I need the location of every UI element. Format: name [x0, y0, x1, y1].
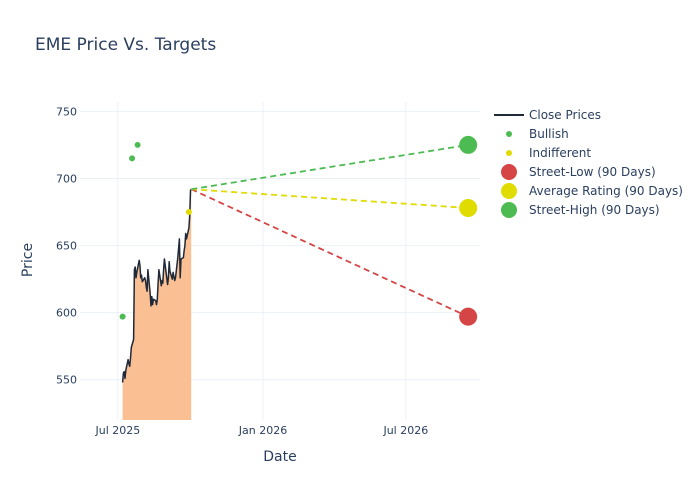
legend-dot-swatch	[501, 164, 517, 180]
legend-label: Street-High (90 Days)	[529, 203, 660, 217]
legend-label: Close Prices	[529, 108, 601, 122]
legend-dot-swatch	[501, 183, 517, 199]
legend-label: Bullish	[529, 127, 569, 141]
x-axis-title: Date	[263, 449, 296, 465]
street-low-days-target-marker	[459, 307, 478, 326]
close-price-line-layer	[121, 188, 192, 383]
y-axis-ticks: 550 600 650 700 750	[56, 105, 77, 386]
rating-points-layer	[119, 141, 192, 320]
close-price-line	[121, 188, 192, 383]
legend-item[interactable]: Close Prices	[494, 108, 601, 122]
indifferent-point	[185, 209, 192, 216]
street-high-days-target-marker	[459, 135, 478, 154]
y-tick-label: 700	[56, 172, 77, 185]
x-tick-label: Jul 2025	[94, 424, 140, 437]
average-rating-days-target-line	[191, 188, 469, 209]
y-tick-label: 600	[56, 307, 77, 320]
legend-item[interactable]: Street-High (90 Days)	[501, 202, 660, 218]
legend-dot-swatch	[506, 131, 512, 137]
y-tick-label: 650	[56, 240, 77, 253]
bullish-point	[119, 313, 126, 320]
chart-title: EME Price Vs. Targets	[35, 35, 216, 55]
legend: Close Prices Bullish Indifferent Street-Low…	[494, 108, 683, 218]
legend-item[interactable]: Average Rating (90 Days)	[501, 183, 683, 199]
legend-item[interactable]: Indifferent	[506, 146, 591, 160]
y-tick-label: 550	[56, 374, 77, 387]
y-tick-label: 750	[56, 105, 77, 118]
street-high-days-target-line	[191, 144, 469, 191]
average-rating-days-target-marker	[459, 199, 478, 217]
legend-item[interactable]: Street-Low (90 Days)	[501, 164, 656, 180]
street-low-days-target-line	[190, 188, 469, 318]
legend-dot-swatch	[501, 202, 517, 218]
x-axis-ticks: Jul 2025 Jan 2026 Jul 2026	[94, 424, 428, 437]
legend-item[interactable]: Bullish	[506, 127, 569, 141]
target-lines-layer	[190, 135, 478, 326]
bullish-point	[129, 155, 136, 162]
legend-label: Average Rating (90 Days)	[529, 184, 683, 198]
y-axis-title: Price	[20, 243, 36, 277]
legend-label: Street-Low (90 Days)	[529, 165, 656, 179]
x-tick-label: Jan 2026	[238, 424, 287, 437]
bullish-point	[134, 141, 141, 148]
legend-dot-swatch	[506, 150, 512, 156]
x-tick-label: Jul 2026	[382, 424, 428, 437]
legend-label: Indifferent	[529, 146, 591, 160]
